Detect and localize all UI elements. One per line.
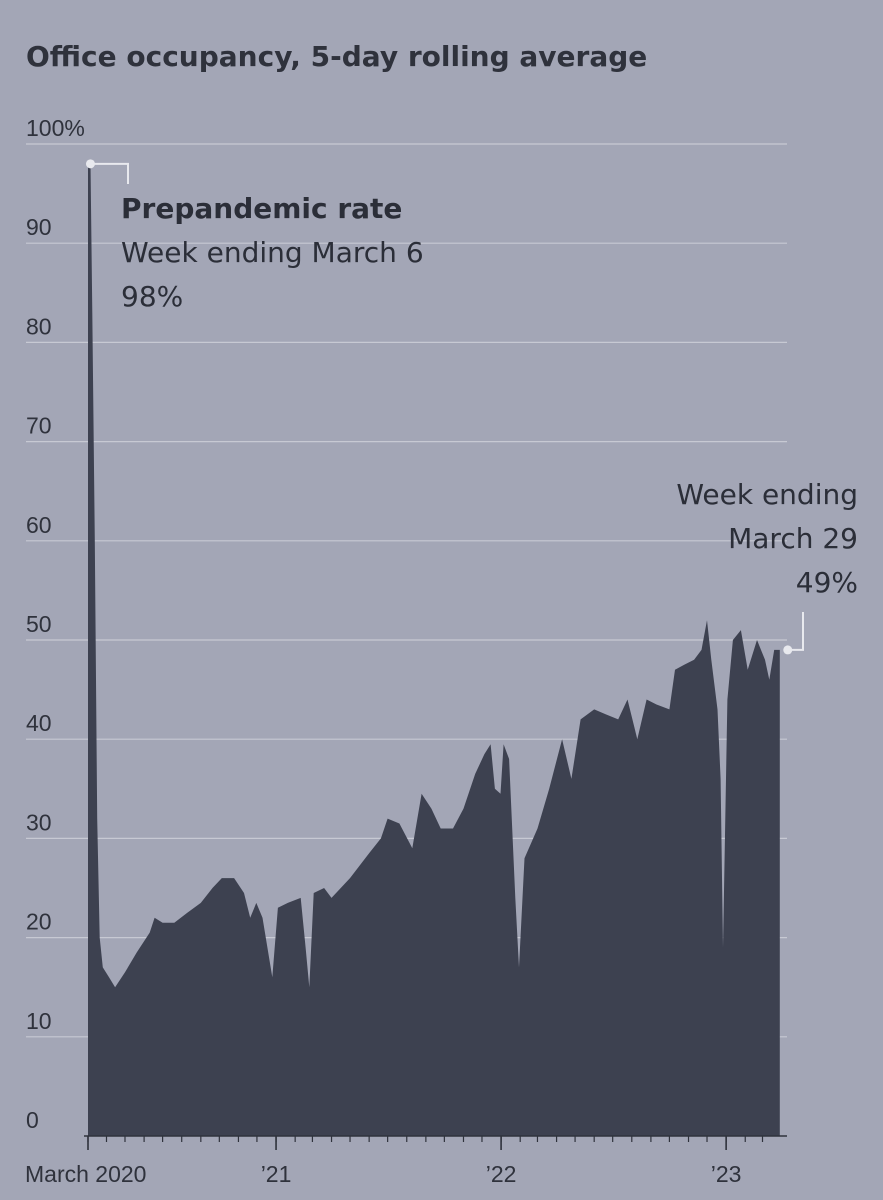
y-tick-label: 40 — [26, 710, 52, 736]
latest-week-label: Week ending — [676, 478, 858, 511]
occupancy-area — [88, 163, 780, 1137]
y-tick-label: 20 — [26, 909, 52, 935]
y-tick-label: 60 — [26, 512, 52, 538]
x-tick-label: March 2020 — [25, 1161, 146, 1187]
latest-leader-line — [791, 612, 804, 651]
prepandemic-marker — [85, 159, 95, 169]
y-tick-label: 70 — [26, 413, 52, 439]
plot-area — [88, 163, 780, 1137]
x-tick-label: ’21 — [261, 1161, 292, 1187]
y-tick-label: 90 — [26, 214, 52, 240]
y-tick-label: 0 — [26, 1107, 39, 1133]
prepandemic-value: 98% — [121, 280, 183, 313]
y-tick-label: 50 — [26, 611, 52, 637]
annotations: Prepandemic rate Week ending March 6 98%… — [85, 159, 858, 655]
y-axis-ticks: 0 10 20 30 40 50 60 70 80 90 100% — [26, 115, 85, 1133]
latest-date: March 29 — [728, 522, 858, 555]
y-tick-label: 100% — [26, 115, 85, 141]
x-tick-label: ’22 — [486, 1161, 517, 1187]
x-tick-label: ’23 — [711, 1161, 742, 1187]
x-axis: March 2020 ’21 ’22 ’23 — [25, 1135, 787, 1187]
y-tick-label: 30 — [26, 809, 52, 835]
y-tick-label: 10 — [26, 1008, 52, 1034]
chart-title: Office occupancy, 5-day rolling average — [26, 40, 647, 73]
latest-value: 49% — [796, 566, 858, 599]
latest-annotation: Week ending March 29 49% — [676, 478, 858, 655]
prepandemic-title: Prepandemic rate — [121, 192, 402, 225]
prepandemic-annotation: Prepandemic rate Week ending March 6 98% — [85, 159, 424, 313]
latest-marker — [783, 645, 793, 655]
prepandemic-week: Week ending March 6 — [121, 236, 424, 269]
prepandemic-leader-line — [94, 162, 129, 184]
y-tick-label: 80 — [26, 313, 52, 339]
